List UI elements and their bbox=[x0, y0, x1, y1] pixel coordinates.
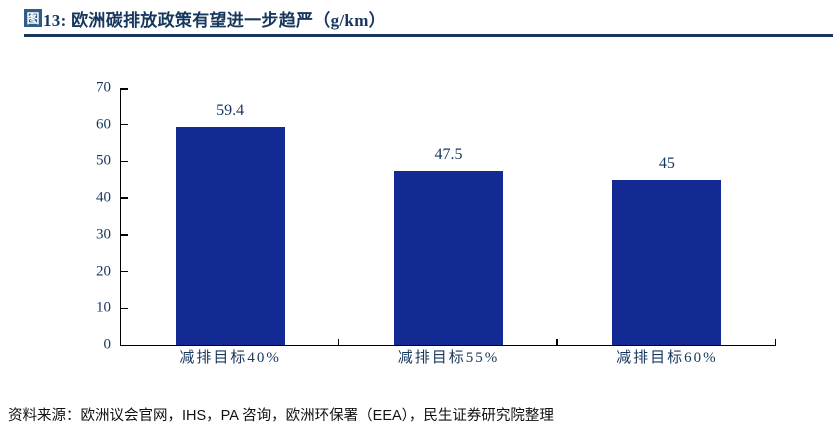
x-axis-category-label: 减排目标55% bbox=[397, 350, 500, 366]
y-axis-tick-label: 40 bbox=[96, 189, 111, 206]
source-note: 资料来源：欧洲议会官网，IHS，PA 咨询，欧洲环保署（EEA），民生证券研究院… bbox=[8, 408, 554, 424]
x-axis-tick-mark bbox=[337, 339, 340, 345]
x-axis-category-label: 减排目标40% bbox=[179, 350, 281, 366]
x-axis-category-label: 减排目标60% bbox=[616, 350, 718, 366]
figure-header: 图 13: 欧洲碳排放政策有望进一步趋严（g/km） bbox=[24, 7, 386, 30]
bar-减排目标55% bbox=[394, 170, 503, 345]
title-underline-rule bbox=[24, 34, 833, 37]
y-axis-tick-label: 60 bbox=[96, 116, 111, 133]
y-axis-tick-mark bbox=[121, 307, 128, 310]
y-axis-tick-label: 0 bbox=[103, 336, 112, 353]
y-axis-tick-mark bbox=[121, 88, 128, 90]
figure-badge: 图 bbox=[24, 9, 42, 27]
bar-value-label: 59.4 bbox=[216, 101, 245, 119]
bar-value-label: 45 bbox=[658, 154, 675, 172]
y-axis-tick-mark bbox=[121, 234, 128, 236]
y-axis-tick-label: 10 bbox=[96, 299, 111, 316]
y-axis-tick-label: 70 bbox=[96, 79, 111, 96]
x-axis-tick-mark bbox=[774, 339, 776, 345]
bar-减排目标60% bbox=[612, 179, 722, 345]
bar-减排目标40% bbox=[175, 126, 285, 345]
y-axis-tick-mark bbox=[121, 160, 128, 163]
y-axis-tick-label: 50 bbox=[96, 152, 111, 169]
y-axis-tick-mark bbox=[121, 197, 128, 199]
y-axis-tick-label: 20 bbox=[96, 263, 111, 280]
bar-chart-plot-area: 0 10 20 30 40 50 60 70 59.4 减排目标40% 47.5 减排目标55% 45 减… bbox=[96, 80, 776, 366]
bar-value-label: 47.5 bbox=[434, 145, 463, 163]
figure-title: 13: 欧洲碳排放政策有望进一步趋严（g/km） bbox=[43, 10, 386, 30]
y-axis-tick-mark bbox=[121, 270, 128, 273]
y-axis-tick-label: 30 bbox=[96, 226, 111, 243]
y-axis-tick-mark bbox=[121, 123, 128, 126]
x-axis-tick-mark bbox=[556, 339, 558, 345]
